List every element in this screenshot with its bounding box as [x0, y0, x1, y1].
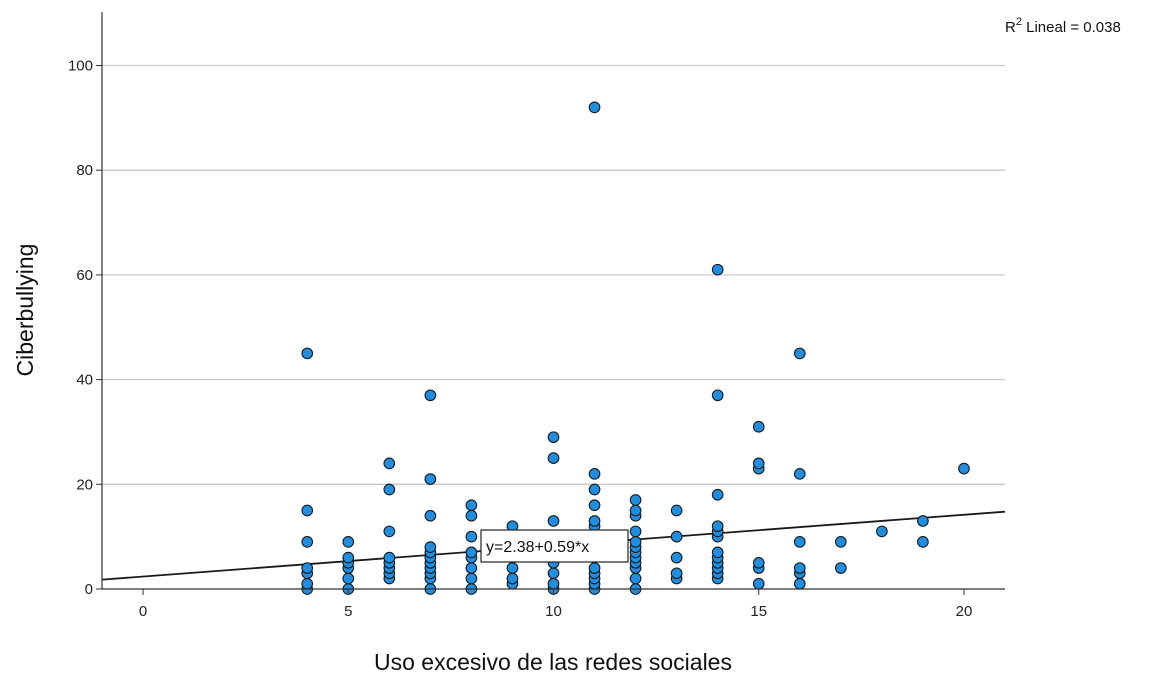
- data-point: [465, 530, 478, 543]
- data-point: [424, 389, 437, 402]
- data-point: [424, 509, 437, 522]
- data-point: [465, 562, 478, 574]
- data-point: [711, 263, 724, 276]
- data-point: [670, 551, 683, 564]
- x-tick-label-15: 15: [750, 603, 767, 620]
- tick-labels: 0 20 40 60 80 100 0 5 10 15 20: [68, 58, 972, 621]
- data-point: [342, 536, 355, 548]
- x-tick-label-0: 0: [139, 603, 147, 620]
- data-point: [752, 577, 765, 590]
- data-point: [342, 551, 355, 564]
- data-point: [383, 457, 396, 470]
- data-point: [793, 577, 806, 590]
- data-point: [547, 431, 560, 444]
- data-point: [547, 515, 560, 527]
- data-point: [917, 515, 929, 527]
- data-point: [793, 562, 806, 574]
- data-point: [834, 536, 847, 548]
- data-point: [629, 536, 642, 548]
- y-tick-label-100: 100: [68, 58, 93, 75]
- data-point: [588, 467, 601, 480]
- data-point: [301, 504, 314, 517]
- data-point: [301, 536, 314, 548]
- fit-equation-frame: [480, 529, 629, 563]
- data-point: [629, 572, 642, 585]
- data-point: [383, 525, 396, 538]
- data-point: [711, 488, 724, 501]
- data-point: [876, 525, 888, 538]
- data-point: [670, 504, 683, 517]
- fit-equation-label: y=2.38+0.59*x: [486, 539, 589, 556]
- data-point: [834, 562, 847, 574]
- data-point: [588, 562, 601, 574]
- data-point: [629, 525, 642, 538]
- y-tick-label-40: 40: [76, 372, 93, 389]
- axes: [96, 12, 1005, 595]
- data-point: [465, 509, 478, 522]
- data-point: [752, 556, 765, 569]
- data-point: [588, 515, 601, 527]
- y-tick-label-60: 60: [76, 267, 93, 284]
- data-point: [958, 462, 970, 475]
- data-point: [424, 473, 437, 485]
- data-point: [588, 101, 601, 114]
- data-point: [793, 536, 806, 548]
- data-point: [588, 499, 601, 512]
- y-tick-label-0: 0: [85, 581, 93, 598]
- data-point: [506, 562, 519, 574]
- data-point: [465, 572, 478, 585]
- x-tick-label-20: 20: [956, 603, 973, 620]
- data-point: [793, 347, 806, 360]
- data-point: [547, 577, 560, 590]
- data-point: [670, 530, 683, 543]
- data-point: [711, 546, 724, 559]
- data-point: [629, 504, 642, 517]
- data-point: [917, 536, 929, 548]
- y-tick-label-20: 20: [76, 476, 93, 493]
- x-tick-label-10: 10: [545, 603, 562, 620]
- r-squared-prefix: R: [1005, 19, 1016, 36]
- gridlines: [102, 64, 1005, 485]
- data-point: [383, 483, 396, 496]
- data-points: [301, 101, 970, 595]
- data-point: [629, 494, 642, 506]
- data-point: [711, 389, 724, 402]
- fit-equation-box: y=2.38+0.59*x: [480, 529, 629, 563]
- x-tick-label-5: 5: [344, 603, 352, 620]
- data-point: [588, 483, 601, 496]
- y-axis-title: Ciberbullying: [12, 244, 38, 377]
- r-squared-value: Lineal = 0.038: [1022, 19, 1121, 36]
- data-point: [752, 420, 765, 433]
- data-point: [793, 467, 806, 480]
- data-point: [547, 567, 560, 580]
- data-point: [383, 551, 396, 564]
- x-axis-title: Uso excesivo de las redes sociales: [374, 649, 732, 675]
- data-point: [424, 541, 437, 553]
- data-point: [547, 452, 560, 464]
- data-point: [342, 572, 355, 585]
- data-point: [711, 520, 724, 533]
- data-point: [465, 546, 478, 559]
- data-point: [301, 577, 314, 590]
- data-point: [752, 457, 765, 470]
- r-squared-label: R2 Lineal = 0.038: [1005, 16, 1121, 36]
- data-point: [465, 499, 478, 512]
- data-point: [301, 562, 314, 574]
- data-point: [670, 567, 683, 580]
- data-point: [506, 572, 519, 585]
- data-point: [301, 347, 314, 360]
- r-squared-superscript: 2: [1016, 16, 1022, 28]
- y-tick-label-80: 80: [76, 162, 93, 179]
